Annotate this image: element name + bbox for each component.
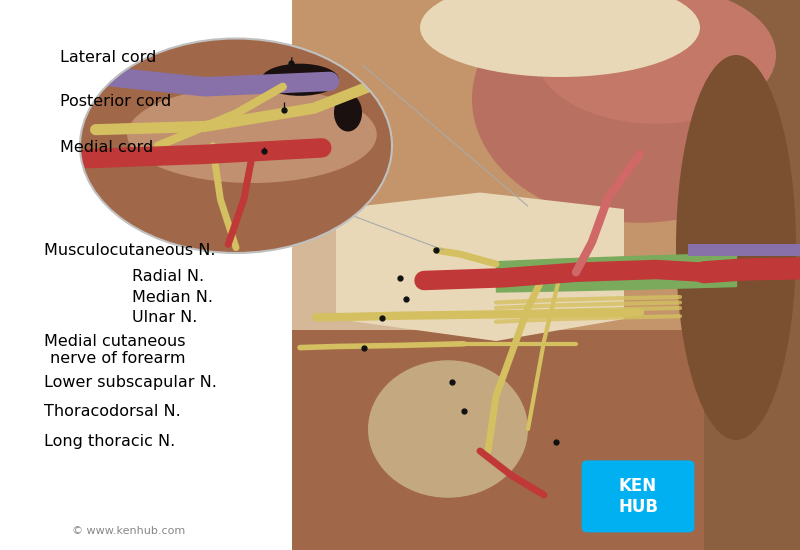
FancyArrow shape <box>688 244 800 256</box>
Text: Ulnar N.: Ulnar N. <box>132 310 198 326</box>
Ellipse shape <box>127 86 377 183</box>
Ellipse shape <box>261 64 339 96</box>
Text: Median N.: Median N. <box>132 289 213 305</box>
FancyBboxPatch shape <box>582 460 694 532</box>
Bar <box>292 209 420 385</box>
Polygon shape <box>292 330 800 550</box>
Text: Radial N.: Radial N. <box>132 268 204 284</box>
Text: Medial cutaneous
nerve of forearm: Medial cutaneous nerve of forearm <box>44 334 186 366</box>
Ellipse shape <box>472 0 800 223</box>
Circle shape <box>80 39 392 253</box>
Ellipse shape <box>334 94 362 131</box>
Bar <box>704 0 800 550</box>
Text: Medial cord: Medial cord <box>60 140 154 155</box>
Ellipse shape <box>676 55 796 440</box>
Text: © www.kenhub.com: © www.kenhub.com <box>72 526 186 536</box>
Ellipse shape <box>368 360 528 498</box>
Text: Lower subscapular N.: Lower subscapular N. <box>44 375 217 390</box>
Text: Posterior cord: Posterior cord <box>60 94 171 109</box>
Ellipse shape <box>536 0 776 124</box>
Polygon shape <box>336 192 624 341</box>
Bar <box>292 0 800 550</box>
Text: Long thoracic N.: Long thoracic N. <box>44 434 175 449</box>
Ellipse shape <box>420 0 700 77</box>
Text: Lateral cord: Lateral cord <box>60 50 156 65</box>
Text: Musculocutaneous N.: Musculocutaneous N. <box>44 243 215 258</box>
Text: KEN
HUB: KEN HUB <box>618 477 658 516</box>
Text: Thoracodorsal N.: Thoracodorsal N. <box>44 404 181 419</box>
